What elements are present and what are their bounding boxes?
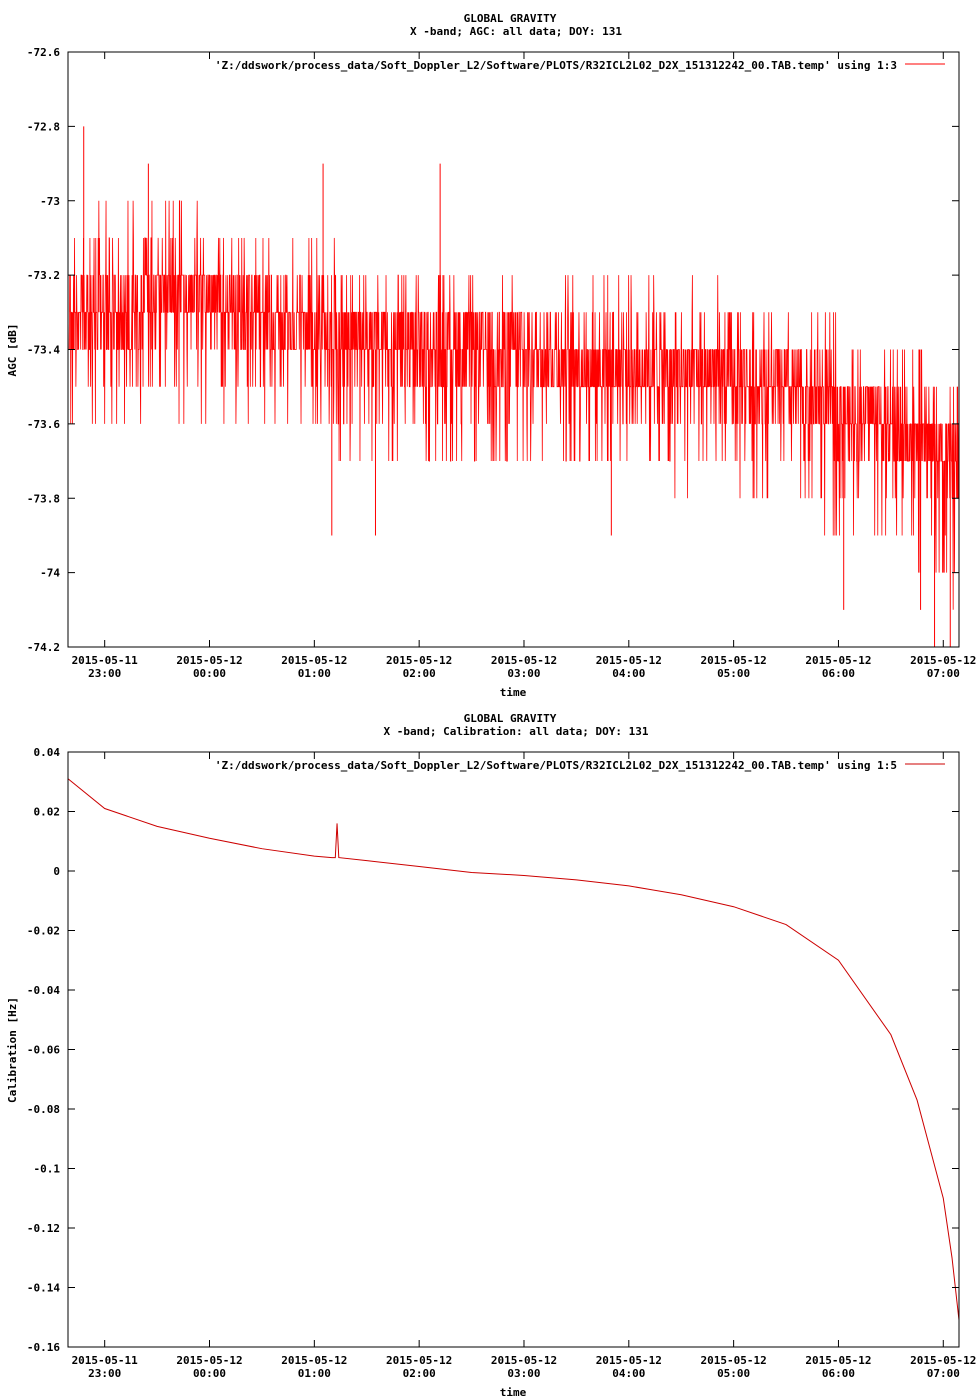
agc-y-tick-label: -74	[40, 567, 60, 580]
agc-x-tick-time: 03:00	[507, 667, 540, 680]
cal-x-tick-date: 2015-05-12	[596, 1354, 662, 1367]
agc-y-tick-label: -74.2	[27, 641, 60, 654]
cal-x-tick-time: 23:00	[88, 1367, 121, 1380]
cal-x-axis-label: time	[500, 1386, 527, 1399]
cal-chart-subtitle: X -band; Calibration: all data; DOY: 131	[384, 725, 649, 738]
agc-x-tick-time: 06:00	[822, 667, 855, 680]
agc-y-tick-label: -73.4	[27, 344, 60, 357]
cal-legend-label: 'Z:/ddswork/process_data/Soft_Doppler_L2…	[215, 759, 897, 772]
agc-y-axis-label: AGC [dB]	[6, 324, 19, 377]
agc-x-tick-date: 2015-05-12	[910, 654, 976, 667]
cal-y-tick-label: -0.1	[34, 1163, 61, 1176]
agc-x-tick-time: 00:00	[193, 667, 226, 680]
agc-x-tick-time: 23:00	[88, 667, 121, 680]
agc-x-axis-label: time	[500, 686, 527, 699]
cal-chart-title: GLOBAL GRAVITY	[464, 712, 557, 725]
agc-y-tick-label: -73.6	[27, 418, 60, 431]
cal-y-tick-label: -0.12	[27, 1222, 60, 1235]
calibration-panel: GLOBAL GRAVITY X -band; Calibration: all…	[6, 712, 960, 1399]
cal-y-tick-label: 0.02	[34, 806, 61, 819]
agc-series-line	[67, 200, 960, 610]
cal-y-tick-label: -0.02	[27, 925, 60, 938]
cal-x-tick-date: 2015-05-12	[805, 1354, 871, 1367]
cal-y-tick-label: 0	[53, 865, 60, 878]
cal-y-tick-label: -0.04	[27, 984, 60, 997]
cal-y-axis-label: Calibration [Hz]	[6, 997, 19, 1103]
cal-x-tick-time: 06:00	[822, 1367, 855, 1380]
agc-chart-subtitle: X -band; AGC: all data; DOY: 131	[410, 25, 622, 38]
cal-y-tick-label: -0.16	[27, 1341, 60, 1354]
agc-x-tick-date: 2015-05-12	[281, 654, 347, 667]
cal-x-tick-date: 2015-05-12	[910, 1354, 976, 1367]
agc-x-tick-date: 2015-05-12	[805, 654, 871, 667]
agc-x-tick-time: 01:00	[298, 667, 331, 680]
cal-y-tick-label: 0.04	[34, 746, 61, 759]
agc-legend-label: 'Z:/ddswork/process_data/Soft_Doppler_L2…	[215, 59, 897, 72]
cal-x-tick-time: 04:00	[612, 1367, 645, 1380]
agc-y-tick-label: -72.6	[27, 46, 60, 59]
cal-x-tick-date: 2015-05-11	[72, 1354, 139, 1367]
cal-x-tick-time: 03:00	[507, 1367, 540, 1380]
cal-x-tick-time: 05:00	[717, 1367, 750, 1380]
cal-x-tick-time: 00:00	[193, 1367, 226, 1380]
cal-y-tick-label: -0.06	[27, 1044, 60, 1057]
agc-x-tick-time: 04:00	[612, 667, 645, 680]
agc-x-tick-time: 05:00	[717, 667, 750, 680]
cal-plot-area	[67, 778, 960, 1321]
agc-x-tick-date: 2015-05-11	[72, 654, 139, 667]
cal-x-tick-date: 2015-05-12	[386, 1354, 452, 1367]
agc-x-tick-date: 2015-05-12	[386, 654, 452, 667]
cal-x-tick-date: 2015-05-12	[701, 1354, 767, 1367]
agc-x-tick-date: 2015-05-12	[596, 654, 662, 667]
agc-y-tick-label: -73	[40, 195, 60, 208]
agc-x-tick-date: 2015-05-12	[491, 654, 557, 667]
cal-y-tick-label: -0.08	[27, 1103, 60, 1116]
cal-x-tick-time: 02:00	[403, 1367, 436, 1380]
cal-x-tick-date: 2015-05-12	[281, 1354, 347, 1367]
agc-x-tick-date: 2015-05-12	[701, 654, 767, 667]
cal-x-tick-time: 01:00	[298, 1367, 331, 1380]
cal-x-tick-time: 07:00	[927, 1367, 960, 1380]
agc-y-tick-label: -73.8	[27, 492, 60, 505]
agc-y-tick-label: -72.8	[27, 120, 60, 133]
cal-series-line	[67, 778, 960, 1321]
agc-x-tick-time: 07:00	[927, 667, 960, 680]
agc-y-tick-label: -73.2	[27, 269, 60, 282]
cal-x-tick-date: 2015-05-12	[176, 1354, 242, 1367]
cal-x-tick-date: 2015-05-12	[491, 1354, 557, 1367]
agc-chart-title: GLOBAL GRAVITY	[464, 12, 557, 25]
agc-x-tick-time: 02:00	[403, 667, 436, 680]
cal-y-tick-label: -0.14	[27, 1282, 60, 1295]
agc-plot-area	[67, 126, 960, 647]
agc-x-tick-date: 2015-05-12	[176, 654, 242, 667]
